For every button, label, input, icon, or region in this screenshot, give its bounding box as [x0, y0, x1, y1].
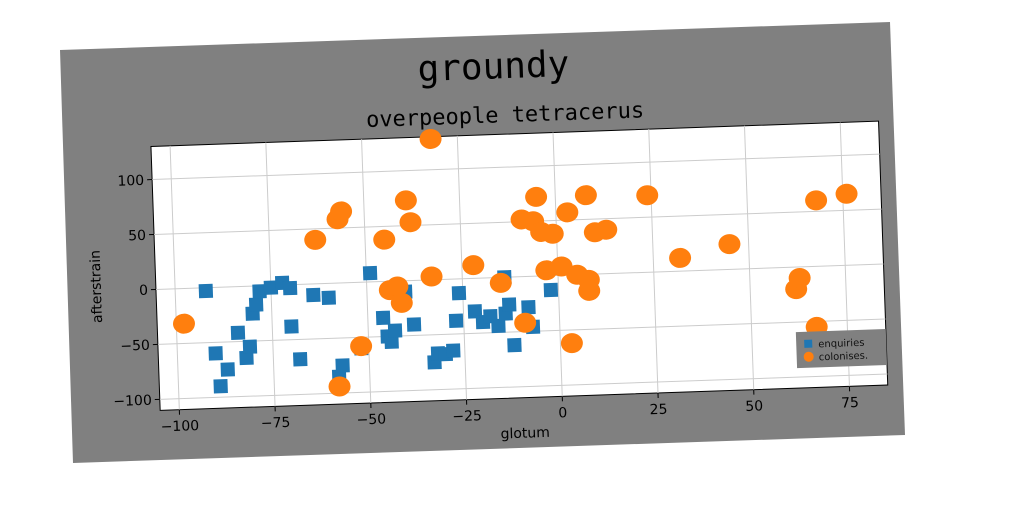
enquiries-point [362, 265, 378, 281]
enquiries-point [521, 300, 536, 315]
colonises-point [386, 276, 409, 297]
enquiries-point [384, 334, 399, 349]
legend-label-enquiries: enquiries [818, 338, 865, 351]
enquiries-point [242, 339, 258, 354]
colonises-point [718, 234, 741, 255]
colonises-point [636, 185, 659, 206]
enquiries-point [446, 343, 461, 358]
y-grid-line [152, 153, 880, 181]
x-tick-label: −50 [356, 411, 386, 428]
enquiries-point [451, 285, 467, 301]
legend-label-colonises: colonises. [819, 351, 869, 364]
enquiries-point [213, 379, 228, 394]
enquiries-point [284, 319, 299, 334]
colonises-point [390, 292, 413, 313]
colonises-point [394, 190, 417, 211]
enquiries-point [252, 284, 267, 299]
enquiries-point [448, 313, 464, 329]
colonises-point [350, 336, 373, 357]
enquiries-point [501, 297, 517, 312]
enquiries-point [198, 283, 214, 299]
enquiries-point [208, 346, 223, 361]
enquiries-point [321, 290, 337, 305]
colonises-point [669, 247, 692, 268]
x-grid-line [169, 145, 180, 410]
plot-area [150, 120, 889, 411]
enquiries-point [387, 323, 403, 338]
colonises-point [399, 212, 422, 233]
x-grid-line [648, 129, 659, 394]
enquiries-point [230, 325, 246, 341]
y-grid-line [159, 373, 888, 400]
x-tick-label: −75 [261, 415, 291, 432]
colonises-point [556, 202, 579, 223]
y-tick-label: 50 [128, 228, 146, 245]
x-grid-line [743, 125, 755, 390]
enquiries-point [406, 317, 422, 332]
x-tick-label: 50 [745, 398, 763, 415]
x-tick-label: 25 [649, 402, 667, 419]
colonises-point [328, 376, 351, 397]
chart-title: groundy [417, 44, 570, 90]
colonises-point [595, 219, 618, 240]
colonises-point [541, 223, 564, 244]
colonises-point [172, 313, 195, 334]
enquiries-point [293, 352, 308, 367]
enquiries-point [220, 362, 235, 377]
enquiries-point [248, 297, 264, 312]
legend-box [795, 328, 888, 369]
y-tick-label: 100 [117, 173, 144, 190]
x-tick-label: 75 [841, 395, 859, 412]
colonises-point [304, 229, 327, 250]
x-axis-label: glotum [500, 425, 550, 443]
enquiries-point [467, 304, 483, 319]
enquiries-point [507, 337, 522, 353]
legend-swatch-colonises [803, 351, 814, 362]
y-tick-label: 0 [139, 283, 148, 299]
x-grid-line [456, 135, 468, 400]
colonises-point [330, 201, 353, 222]
y-tick-label: −50 [120, 338, 150, 355]
axis-ticks: −100 −75 −50 −25 0 25 50 75 −100 −50 0 50 100 [113, 173, 859, 436]
colonises-point [788, 267, 811, 288]
colonises-point [578, 280, 601, 301]
y-axis-label: afterstrain [88, 250, 107, 324]
enquiries-point [239, 350, 254, 366]
enquiries-point [335, 358, 350, 373]
x-tick-label: −25 [452, 408, 482, 425]
enquiries-point [491, 318, 506, 334]
enquiries-point [375, 310, 391, 326]
y-tick-label: −100 [113, 393, 152, 410]
x-tick-label: 0 [558, 405, 567, 421]
colonises-point [462, 255, 485, 276]
plot-group: groundy overpeople tetracerus −100 −75 −50… [88, 44, 889, 443]
colonises-point [419, 128, 442, 149]
colonises-point [835, 183, 858, 204]
enquiries-point [282, 280, 298, 296]
data-points [172, 128, 858, 397]
enquiries-point [306, 287, 321, 303]
enquiries-point [263, 280, 279, 295]
colonises-point [373, 229, 396, 250]
x-tick-label: −100 [160, 418, 199, 435]
x-grid-line [265, 142, 276, 407]
colonises-point [574, 185, 597, 206]
legend: enquiries colonises. [795, 328, 888, 369]
colonises-point [805, 190, 828, 211]
colonises-point [514, 312, 537, 333]
colonises-point [560, 333, 583, 354]
legend-swatch-enquiries [804, 339, 813, 348]
colonises-point [489, 272, 512, 293]
enquiries-point [543, 282, 559, 298]
colonises-point [525, 186, 548, 207]
colonises-point [420, 266, 443, 287]
